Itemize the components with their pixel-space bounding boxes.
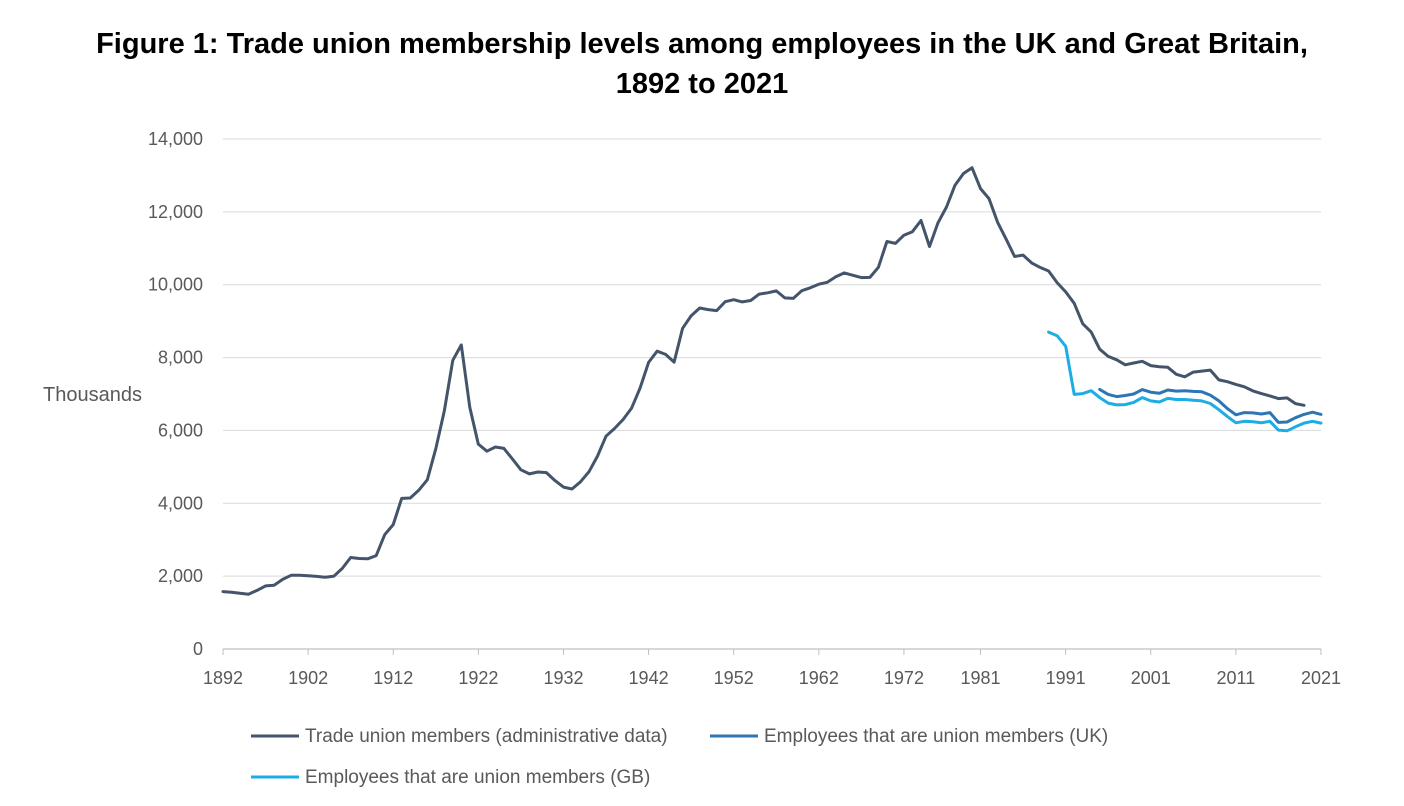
x-tick-label: 1912: [373, 668, 413, 688]
legend-label-1: Trade union members (administrative data…: [305, 726, 668, 747]
x-tick-label: 1991: [1046, 668, 1086, 688]
y-tick-label: 0: [193, 639, 203, 659]
legend: Trade union members (administrative data…: [251, 726, 1108, 788]
gridlines: [223, 138, 1321, 577]
x-tick-label: 1922: [458, 668, 498, 688]
legend-label-2: Employees that are union members (UK): [764, 726, 1108, 747]
x-tick-label: 1952: [714, 668, 754, 688]
legend-label-3: Employees that are union members (GB): [305, 767, 650, 788]
y-tick-label: 8,000: [158, 348, 203, 368]
chart-title-line-1: Figure 1: Trade union membership levels …: [96, 28, 1308, 60]
y-tick-label: 12,000: [148, 202, 203, 222]
x-tick-label: 1902: [288, 668, 328, 688]
series-line-1: [221, 166, 1306, 596]
series-line-2: [1098, 387, 1323, 424]
y-tick-label: 6,000: [158, 420, 203, 440]
x-tick-label: 1972: [884, 668, 924, 688]
x-tick-label: 2011: [1217, 668, 1256, 688]
chart-title-line-2: 1892 to 2021: [615, 68, 789, 100]
y-tick-label: 4,000: [158, 493, 203, 513]
x-tick-label: 1932: [543, 668, 583, 688]
x-tick-label: 2001: [1131, 668, 1171, 688]
series-line-3: [1047, 330, 1323, 433]
x-tick-label: 2021: [1301, 668, 1341, 688]
chart-title: Figure 1: Trade union membership levels …: [0, 24, 1404, 104]
plot-area: [221, 166, 1323, 596]
x-tick-label: 1942: [629, 668, 669, 688]
y-axis-label: Thousands: [43, 384, 142, 406]
y-tick-label: 10,000: [148, 275, 203, 295]
x-tick-label: 1962: [799, 668, 839, 688]
axes: 0 2,000 4,000 6,000 8,000 10,000 12,000 14,000 1…: [148, 129, 1341, 688]
y-tick-label: 14,000: [148, 129, 203, 149]
x-tick-label: 1981: [961, 668, 1001, 688]
x-tick-label: 1892: [203, 668, 243, 688]
y-tick-label: 2,000: [158, 566, 203, 586]
